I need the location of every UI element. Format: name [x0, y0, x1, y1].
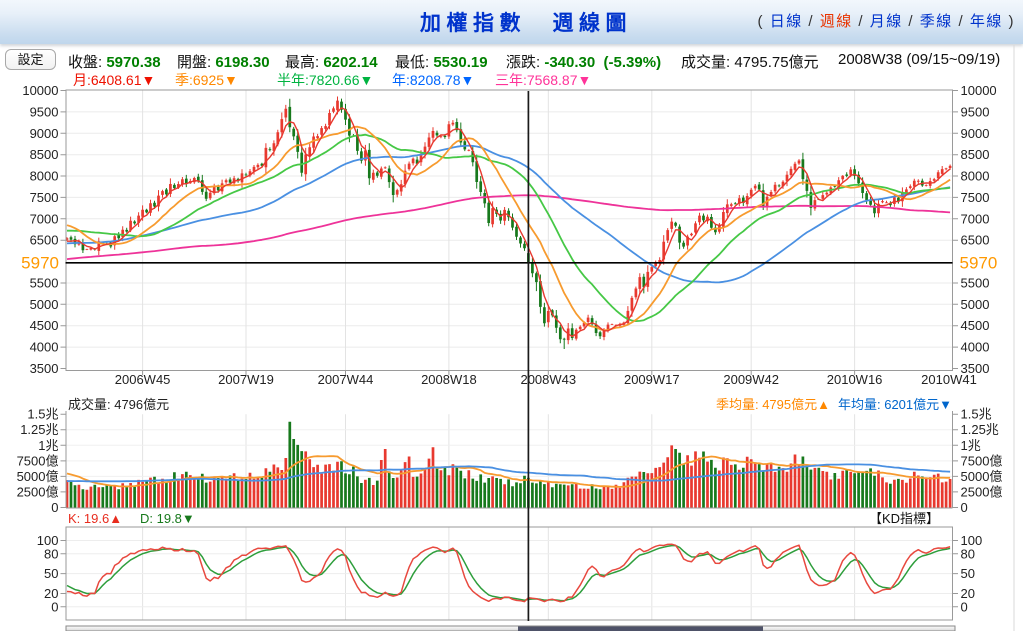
svg-text:2010W41: 2010W41	[921, 372, 977, 387]
svg-text:7000: 7000	[30, 211, 59, 226]
svg-text:5970: 5970	[21, 253, 59, 272]
svg-text:50: 50	[961, 566, 975, 581]
svg-text:3500: 3500	[30, 361, 59, 376]
svg-text:9000: 9000	[30, 126, 59, 141]
svg-text:4000: 4000	[30, 340, 59, 355]
svg-text:100: 100	[961, 533, 983, 548]
svg-text:8000: 8000	[30, 169, 59, 184]
svg-text:80: 80	[961, 546, 975, 561]
svg-text:4500: 4500	[30, 318, 59, 333]
svg-text:8500: 8500	[30, 147, 59, 162]
svg-text:2007W44: 2007W44	[318, 372, 374, 387]
svg-text:9500: 9500	[30, 104, 59, 119]
svg-text:9000: 9000	[961, 126, 990, 141]
svg-text:D: 19.8▼: D: 19.8▼	[140, 511, 195, 526]
svg-text:0: 0	[961, 500, 968, 515]
svg-text:3500: 3500	[961, 361, 990, 376]
svg-text:0: 0	[961, 599, 968, 614]
svg-text:2007W19: 2007W19	[218, 372, 274, 387]
svg-text:1.25兆: 1.25兆	[961, 422, 999, 437]
svg-text:0: 0	[51, 500, 58, 515]
svg-text:4500: 4500	[961, 318, 990, 333]
svg-text:5000億: 5000億	[17, 469, 59, 484]
svg-text:1.5兆: 1.5兆	[961, 407, 992, 422]
svg-text:9500: 9500	[961, 104, 990, 119]
svg-text:5000億: 5000億	[961, 469, 1003, 484]
svg-text:7500億: 7500億	[17, 453, 59, 468]
svg-text:2009W42: 2009W42	[723, 372, 779, 387]
svg-text:2500億: 2500億	[961, 484, 1003, 499]
svg-text:10000: 10000	[961, 83, 997, 98]
svg-text:2010W16: 2010W16	[827, 372, 883, 387]
svg-text:50: 50	[44, 566, 58, 581]
svg-text:2008W43: 2008W43	[520, 372, 576, 387]
svg-text:7500: 7500	[961, 190, 990, 205]
svg-text:20: 20	[961, 586, 975, 601]
svg-text:80: 80	[44, 546, 58, 561]
svg-text:5500: 5500	[30, 276, 59, 291]
svg-text:100: 100	[37, 533, 59, 548]
svg-text:7000: 7000	[961, 211, 990, 226]
svg-text:K: 19.6▲: K: 19.6▲	[68, 511, 122, 526]
svg-text:5000: 5000	[30, 297, 59, 312]
svg-text:5000: 5000	[961, 297, 990, 312]
svg-text:6500: 6500	[961, 233, 990, 248]
svg-text:6500: 6500	[30, 233, 59, 248]
svg-text:成交量: 4796億元: 成交量: 4796億元	[68, 397, 169, 412]
svg-text:1.25兆: 1.25兆	[20, 422, 58, 437]
svg-text:0: 0	[51, 599, 58, 614]
svg-text:7500: 7500	[30, 190, 59, 205]
svg-text:【KD指標】: 【KD指標】	[869, 511, 939, 526]
svg-text:5970: 5970	[960, 253, 998, 272]
svg-text:5500: 5500	[961, 276, 990, 291]
svg-text:1兆: 1兆	[961, 438, 981, 453]
svg-text:季均量: 4795億元▲年均量: 6201億元▼: 季均量: 4795億元▲ 年均量: 6201億元▼	[716, 397, 952, 412]
svg-text:7500億: 7500億	[961, 453, 1003, 468]
svg-text:2006W45: 2006W45	[115, 372, 171, 387]
svg-text:8000: 8000	[961, 169, 990, 184]
svg-text:1兆: 1兆	[38, 438, 58, 453]
svg-text:4000: 4000	[961, 340, 990, 355]
svg-text:2009W17: 2009W17	[624, 372, 680, 387]
svg-text:10000: 10000	[22, 83, 58, 98]
svg-text:20: 20	[44, 586, 58, 601]
svg-text:8500: 8500	[961, 147, 990, 162]
svg-text:2008W18: 2008W18	[421, 372, 477, 387]
svg-text:2500億: 2500億	[17, 484, 59, 499]
svg-text:1.5兆: 1.5兆	[27, 407, 58, 422]
